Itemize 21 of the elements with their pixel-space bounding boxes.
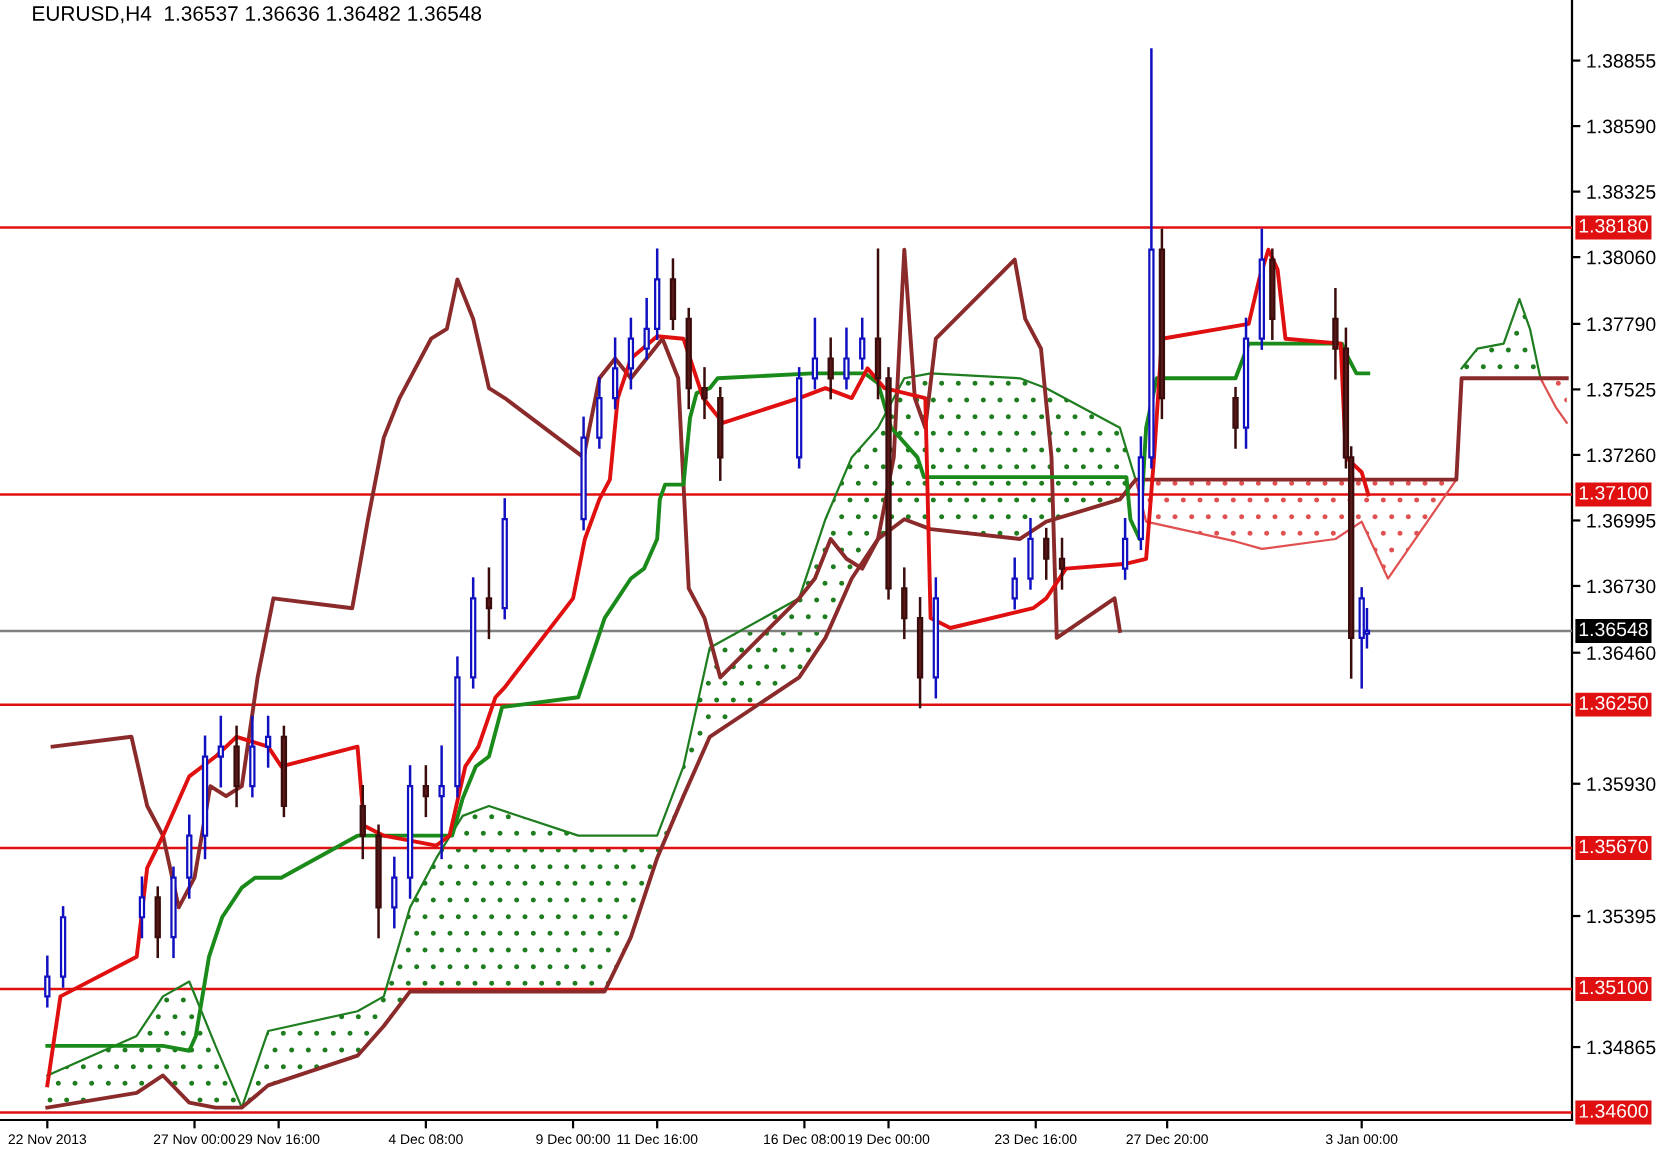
ref-line-label: 1.35100 [1579, 980, 1648, 995]
y-tick-label: 1.37525 [1587, 382, 1656, 397]
y-tick-label: 1.35930 [1587, 777, 1656, 791]
y-tick-label: 1.36460 [1587, 646, 1656, 660]
ref-line-label: 1.36250 [1579, 696, 1648, 710]
y-tick-label: 1.38060 [1587, 250, 1656, 265]
ref-line-label: 1.38180 [1579, 218, 1648, 233]
y-tick-label: 1.34865 [1587, 1040, 1656, 1055]
y-tick-label: 1.35395 [1587, 909, 1656, 924]
ref-line-label: 1.36548 [1579, 622, 1648, 637]
chart-title: EURUSD,H4 1.36537 1.36636 1.36482 1.36548 [33, 6, 482, 24]
ref-line-label: 1.35670 [1579, 839, 1648, 854]
ref-line-label: 1.37100 [1579, 485, 1648, 500]
y-tick-label: 1.37790 [1587, 317, 1656, 332]
y-tick-label: 1.38590 [1587, 119, 1656, 134]
y-tick-label: 1.37260 [1587, 448, 1656, 463]
y-tick-label: 1.38325 [1587, 185, 1656, 199]
y-tick-label: 1.36730 [1587, 579, 1656, 594]
y-tick-label: 1.36995 [1587, 513, 1656, 528]
y-tick-label: 1.38855 [1587, 54, 1656, 68]
ref-line-label: 1.34600 [1579, 1104, 1648, 1118]
